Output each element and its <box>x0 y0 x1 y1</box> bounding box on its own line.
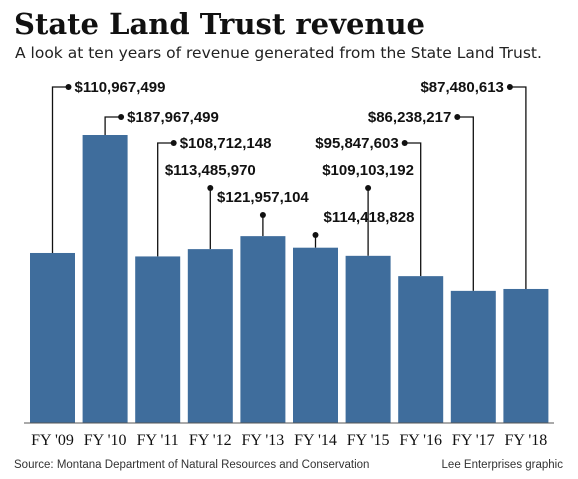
credit-note: Lee Enterprises graphic <box>442 459 564 471</box>
leader-dot <box>454 114 461 120</box>
data-label: $113,485,970 <box>165 162 256 179</box>
bar-7 <box>398 276 444 423</box>
x-tick-label: FY '18 <box>505 432 548 449</box>
leader-lines <box>51 84 527 291</box>
x-tick-label: FY '13 <box>242 432 285 449</box>
bar-0 <box>30 252 75 423</box>
x-tick-labels: FY '09 FY '10 FY '11 FY '12 FY '13 FY '14 FY '… <box>31 432 547 449</box>
x-tick-label: FY '09 <box>31 432 74 449</box>
bar-1 <box>82 135 128 423</box>
chart-title: State Land Trust revenue <box>14 7 425 41</box>
leader-line <box>459 116 474 291</box>
data-label: $108,712,148 <box>180 135 272 152</box>
x-tick-label: FY '12 <box>189 432 232 449</box>
data-label: $86,238,217 <box>368 109 451 126</box>
leader-dot <box>506 84 513 90</box>
data-label: $95,847,603 <box>315 135 398 152</box>
bars <box>30 135 549 423</box>
leader-line <box>157 142 172 257</box>
leader-dot <box>118 114 125 120</box>
x-tick-label: FY '11 <box>137 432 179 449</box>
x-tick-label: FY '16 <box>399 432 442 449</box>
source-note: Source: Montana Department of Natural Re… <box>14 459 369 471</box>
data-label: $109,103,192 <box>322 162 414 179</box>
data-label: $110,967,499 <box>75 79 166 96</box>
bar-4 <box>240 236 286 423</box>
leader-line <box>51 86 67 253</box>
bar-3 <box>187 249 233 423</box>
bar-8 <box>450 290 496 423</box>
leader-line <box>104 116 120 135</box>
bar-9 <box>503 288 549 423</box>
x-tick-label: FY '14 <box>294 432 337 449</box>
data-labels: $110,967,499 $187,967,499 $108,712,148 $113… <box>75 79 504 226</box>
leader-dot <box>401 140 408 146</box>
data-label: $121,957,104 <box>217 189 309 206</box>
data-label: $87,480,613 <box>420 79 503 96</box>
x-tick-label: FY '15 <box>347 432 390 449</box>
x-tick-label: FY '17 <box>452 432 495 449</box>
bar-5 <box>293 247 338 423</box>
chart-subtitle: A look at ten years of revenue generated… <box>15 44 542 62</box>
bar-6 <box>345 255 391 423</box>
leader-dot <box>65 84 72 90</box>
data-label: $187,967,499 <box>127 109 219 126</box>
x-tick-label: FY '10 <box>84 432 127 449</box>
leader-line <box>511 86 527 289</box>
leader-dot <box>170 140 177 146</box>
bar-2 <box>135 256 181 423</box>
leader-line <box>406 142 422 277</box>
data-label: $114,418,828 <box>324 209 415 226</box>
